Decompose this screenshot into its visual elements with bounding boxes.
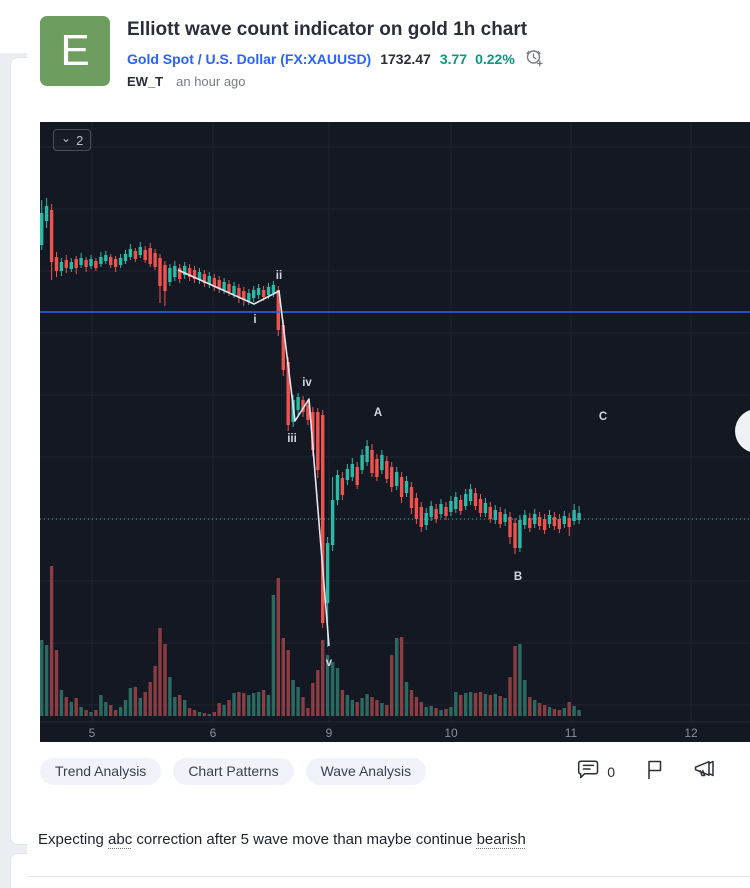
time-axis-label: 11: [565, 726, 578, 740]
symbol-price: 1732.47: [380, 50, 431, 67]
tag-pill[interactable]: Chart Patterns: [173, 758, 294, 785]
megaphone-icon: [693, 759, 716, 785]
wave-label: i: [253, 314, 256, 326]
tag-pill[interactable]: Trend Analysis: [40, 758, 162, 785]
symbol-link[interactable]: Gold Spot / U.S. Dollar (FX:XAUUSD): [127, 50, 372, 67]
wave-label: C: [599, 411, 607, 423]
wave-label: ii: [276, 270, 282, 282]
volume-bars: [40, 566, 581, 716]
wave-label: iv: [302, 377, 312, 389]
tag-list: Trend Analysis Chart Patterns Wave Analysi…: [40, 758, 427, 785]
time-axis-label: 10: [444, 726, 458, 740]
chevron-down-icon: ⌄: [61, 131, 72, 145]
left-rail: [0, 53, 28, 888]
symbol-change: 3.77: [439, 50, 468, 67]
page-title: Elliott wave count indicator on gold 1h …: [127, 19, 528, 40]
alert-clock-icon[interactable]: [525, 49, 544, 68]
description-text: Expecting abc correction after 5 wave mo…: [38, 830, 526, 850]
report-button[interactable]: [645, 759, 663, 785]
description-fragment: Expecting: [38, 831, 109, 848]
comments-button[interactable]: 0: [577, 759, 615, 785]
wave-label: iii: [287, 433, 297, 445]
adjacent-card-edge-bottom: [10, 853, 28, 888]
comments-icon: [577, 759, 600, 785]
timestamp: an hour ago: [176, 74, 246, 89]
description-keyword: bearish: [476, 831, 526, 848]
wave-label: v: [326, 657, 333, 669]
indicator-collapse-button[interactable]: ⌄ 2: [53, 129, 92, 151]
footer-row: Trend Analysis Chart Patterns Wave Analysi…: [40, 758, 730, 785]
tag-pill[interactable]: Wave Analysis: [305, 758, 427, 785]
time-axis-label: 5: [89, 726, 96, 740]
description-keyword: abc: [108, 831, 133, 848]
time-axis-labels: 5 6 9 10 11 12: [89, 726, 698, 740]
author-name[interactable]: EW_T: [127, 74, 164, 89]
idea-header: E Elliott wave count indicator on gold 1…: [40, 16, 544, 89]
avatar[interactable]: E: [40, 16, 110, 86]
carousel-next-button[interactable]: [735, 409, 750, 453]
candles: [40, 198, 581, 647]
time-axis-label: 9: [326, 726, 333, 740]
wave-label: A: [374, 407, 382, 419]
flag-icon: [645, 759, 663, 785]
elliott-wave-zigzag[interactable]: [177, 269, 330, 647]
indicator-count: 2: [76, 132, 84, 148]
symbol-change-percent: 0.22%: [475, 50, 515, 67]
adjacent-card-edge: [10, 57, 28, 845]
chart-panel[interactable]: i ii iii iv v A B C 5 6 9 10 11 12 ⌄ 2: [40, 122, 750, 742]
action-buttons: 0: [577, 759, 730, 785]
wave-label: B: [514, 571, 522, 583]
time-axis-label: 6: [210, 726, 217, 740]
comments-count: 0: [607, 763, 615, 780]
section-divider: [27, 876, 750, 877]
time-axis-label: 12: [684, 726, 698, 740]
share-button[interactable]: [693, 759, 716, 785]
description-fragment: correction after 5 wave move than maybe …: [132, 831, 477, 848]
